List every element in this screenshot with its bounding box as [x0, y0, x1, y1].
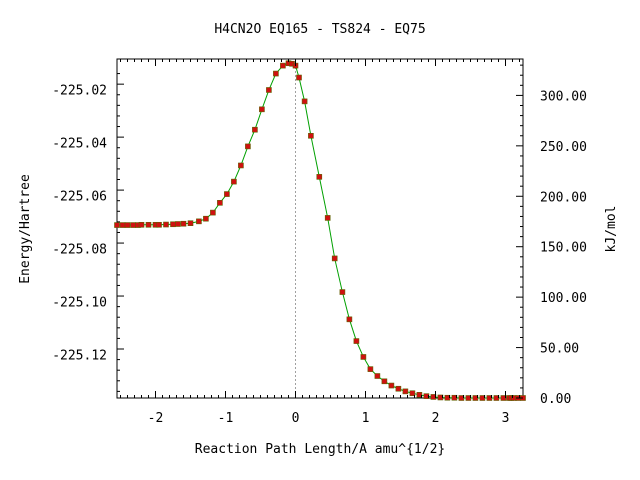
data-point [346, 316, 353, 323]
data-point [245, 143, 251, 150]
energy-curve [117, 62, 523, 399]
data-point [145, 221, 152, 228]
x-tick-label: 0 [292, 411, 300, 426]
data-points [114, 60, 526, 401]
chart-title: H4CN2O EQ165 - TS824 - EQ75 [214, 22, 425, 37]
data-point [217, 200, 223, 206]
data-point [266, 87, 272, 93]
data-point [119, 222, 126, 228]
y-axis-left: -225.02 -225.04 -225.06 -225.08 -225.10 -225.… [52, 73, 124, 392]
data-point [416, 392, 423, 398]
data-point [381, 378, 388, 385]
plot-area: -2 -1 0 1 2 3 -225.02-225.04-225.06-225.08-22… [52, 58, 587, 426]
data-point [402, 388, 409, 395]
x-tick-label: 1 [362, 411, 370, 426]
data-point [224, 191, 230, 197]
y2-tick-label: 200.00 [540, 190, 587, 205]
plot-frame [116, 58, 524, 399]
y2-tick-label: 300.00 [540, 89, 587, 104]
x-tick-label: -2 [148, 411, 164, 426]
data-point [360, 354, 367, 360]
data-point [273, 70, 279, 77]
x-tick-label: 2 [432, 411, 440, 426]
data-point [203, 215, 209, 222]
data-point [331, 255, 338, 262]
data-point [388, 382, 395, 389]
y2-axis-title: kJ/mol [604, 206, 619, 253]
data-point [395, 385, 402, 392]
x-tick-label: 3 [502, 411, 510, 426]
y-tick-label: -225.12 [52, 348, 107, 363]
data-point [238, 162, 244, 169]
data-point [367, 366, 374, 372]
data-point [280, 62, 286, 69]
data-point [296, 74, 302, 81]
y-tick-label: -225.06 [52, 189, 107, 204]
y-tick-label: -225.10 [52, 295, 107, 310]
data-point [130, 222, 136, 228]
data-point [259, 106, 265, 113]
data-point [316, 174, 323, 180]
data-point [180, 220, 187, 227]
data-point [210, 209, 216, 216]
y-axis-right: 300.00 250.00 200.00 150.00 100.00 50.00 0.00 [516, 64, 587, 407]
data-point [163, 221, 169, 228]
data-point [175, 221, 181, 227]
data-point [301, 98, 308, 105]
x-tick-label: -1 [218, 411, 234, 426]
data-point [138, 221, 145, 228]
y2-tick-label: 0.00 [540, 392, 571, 407]
y2-tick-label: 150.00 [540, 241, 587, 256]
y2-tick-label: 100.00 [540, 291, 587, 306]
y2-tick-label: 50.00 [540, 342, 579, 357]
data-point [124, 222, 131, 228]
data-point [114, 222, 120, 228]
data-point [231, 178, 237, 185]
x-axis: -2 -1 0 1 2 3 [120, 59, 520, 426]
data-point [252, 126, 258, 133]
data-point [196, 218, 202, 225]
x-axis-title: Reaction Path Length/A amu^{1/2} [195, 442, 445, 457]
data-point [324, 215, 331, 221]
y-tick-label: -225.08 [52, 242, 107, 257]
data-point [339, 289, 346, 295]
data-point [374, 373, 381, 379]
data-point [353, 338, 360, 344]
data-point [308, 133, 314, 139]
data-point [156, 221, 162, 228]
data-point [409, 390, 416, 397]
y-tick-label: -225.02 [52, 83, 107, 98]
y-tick-label: -225.04 [52, 136, 107, 151]
y-axis-title: Energy/Hartree [18, 174, 33, 284]
data-point [170, 221, 176, 228]
data-point [187, 220, 194, 226]
y2-tick-label: 250.00 [540, 140, 587, 155]
